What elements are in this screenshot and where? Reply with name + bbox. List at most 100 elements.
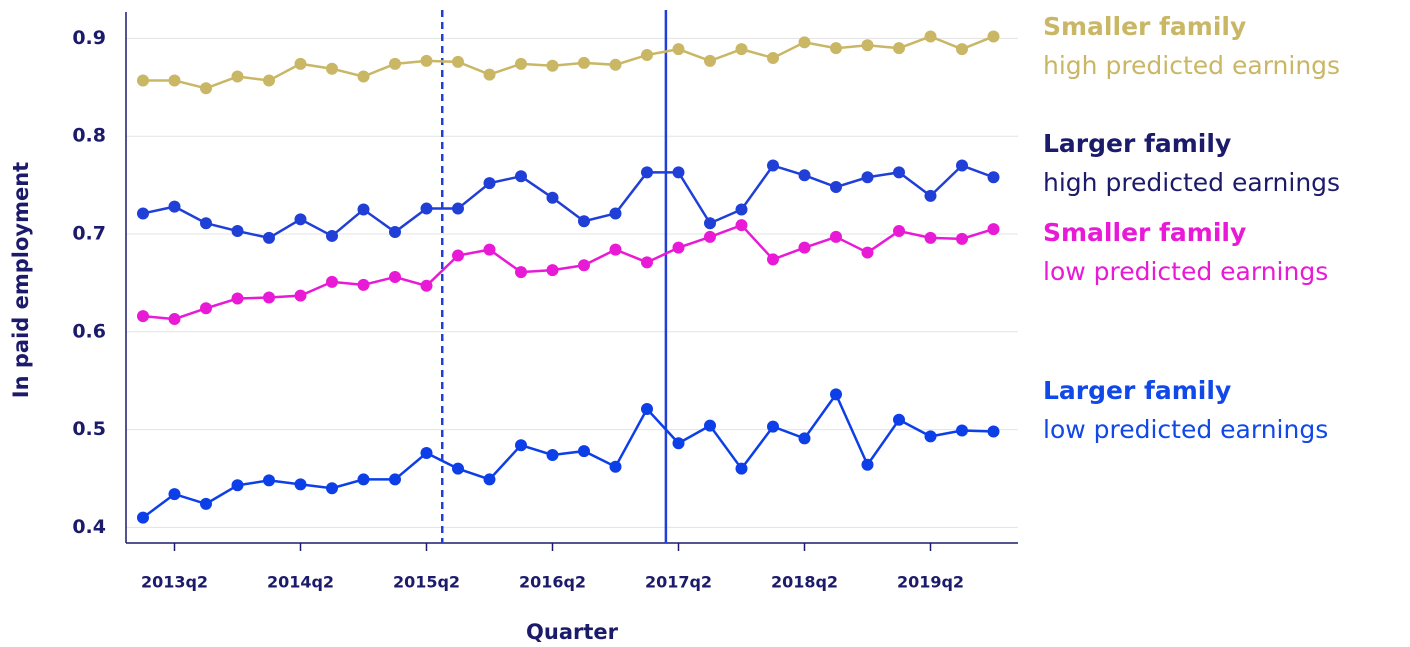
series-line (142, 223, 994, 321)
data-point (515, 266, 527, 279)
y-axis-title: In paid employment (9, 162, 33, 398)
legend-detail: high predicted earnings (1043, 168, 1340, 197)
data-point (137, 310, 149, 323)
data-point (452, 202, 464, 215)
data-point (767, 51, 779, 64)
data-point (483, 177, 496, 190)
data-point (326, 229, 338, 242)
data-point (389, 473, 401, 486)
data-point (294, 57, 307, 70)
data-point (861, 458, 874, 471)
data-point (830, 181, 842, 194)
data-point (357, 473, 370, 486)
data-point (483, 68, 496, 81)
y-tick-label: 0.8 (72, 125, 106, 147)
data-point (956, 232, 968, 245)
data-point (987, 425, 1000, 438)
data-point (609, 243, 622, 256)
data-point (798, 432, 811, 445)
y-tick-label: 0.7 (72, 222, 106, 244)
data-point (200, 217, 212, 230)
data-point (357, 70, 370, 83)
data-point (641, 403, 653, 416)
data-point (798, 241, 811, 254)
data-point (735, 203, 748, 216)
data-point (798, 169, 811, 182)
data-point (735, 219, 748, 232)
data-point (294, 213, 307, 226)
legend-detail: high predicted earnings (1043, 51, 1340, 80)
data-point (830, 42, 842, 55)
data-point (830, 230, 842, 243)
x-axis-title: Quarter (526, 620, 619, 644)
data-point (578, 215, 590, 228)
x-tick-label: 2019q2 (897, 573, 964, 592)
data-point (861, 246, 874, 259)
data-point (420, 447, 433, 460)
data-point (168, 313, 181, 326)
data-point (263, 74, 275, 87)
data-point (263, 474, 275, 487)
legend-detail: low predicted earnings (1043, 415, 1328, 444)
data-point (609, 207, 622, 220)
data-point (672, 166, 685, 179)
data-point (483, 243, 496, 256)
data-point (672, 43, 685, 56)
data-point (641, 49, 653, 62)
data-point (546, 448, 559, 461)
data-point (168, 488, 181, 501)
data-point (452, 249, 464, 262)
data-point (893, 42, 905, 55)
data-point (987, 171, 1000, 184)
data-point (546, 191, 559, 204)
data-point (578, 445, 590, 458)
data-point (168, 74, 181, 87)
data-point (326, 62, 338, 75)
data-point (263, 291, 275, 304)
legend-name: Smaller family (1043, 12, 1246, 41)
data-point (200, 302, 212, 315)
data-point (893, 413, 905, 426)
data-point (767, 420, 779, 433)
legend-name: Larger family (1043, 129, 1231, 158)
data-point (830, 388, 842, 401)
data-point (357, 278, 370, 291)
data-point (767, 159, 779, 172)
data-point (924, 231, 937, 244)
data-point (924, 189, 937, 202)
data-point (672, 437, 685, 450)
y-tick-label: 0.6 (72, 320, 106, 342)
data-point (515, 439, 527, 452)
x-tick-label: 2015q2 (393, 573, 460, 592)
data-point (231, 292, 244, 305)
data-point (231, 70, 244, 83)
data-point (546, 59, 559, 72)
data-point (578, 56, 590, 69)
legend-detail: low predicted earnings (1043, 257, 1328, 286)
data-point (956, 43, 968, 56)
data-point (231, 479, 244, 492)
data-point (956, 159, 968, 172)
data-point (672, 241, 685, 254)
legend-name: Larger family (1043, 376, 1231, 405)
x-tick-label: 2013q2 (141, 573, 208, 592)
data-point (263, 231, 275, 244)
data-point (735, 462, 748, 475)
data-point (326, 482, 338, 495)
data-point (389, 271, 401, 284)
data-point (893, 225, 905, 238)
data-point (641, 256, 653, 269)
series-line (142, 164, 994, 240)
data-point (704, 419, 716, 432)
data-point (137, 207, 149, 220)
data-point (168, 200, 181, 213)
data-point (956, 424, 968, 437)
data-point (546, 264, 559, 277)
data-point (893, 166, 905, 179)
data-point (578, 259, 590, 272)
data-point (924, 430, 937, 443)
data-point (987, 223, 1000, 236)
data-point (704, 217, 716, 230)
data-point (704, 54, 716, 67)
data-point (389, 226, 401, 239)
